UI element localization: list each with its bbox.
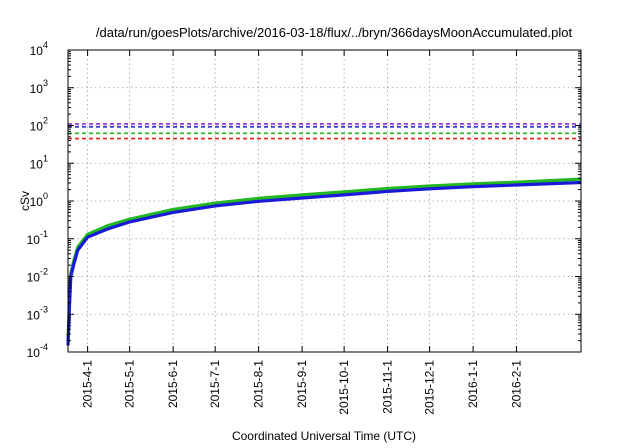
y-tick-exponent: -4	[40, 342, 48, 352]
threshold-lines	[68, 123, 581, 140]
x-axis: 2015-4-1 2015-5-1 2015-6-1 2015-7-1 2015-8-1…	[81, 50, 524, 415]
y-tick-label: 101	[30, 153, 48, 171]
x-tick-label: 2015-6-1	[166, 360, 180, 408]
y-axis-label: cSv	[18, 191, 32, 211]
y-tick-exponent: 2	[43, 116, 48, 126]
series-line	[66, 177, 582, 341]
chart-title: /data/run/goesPlots/archive/2016-03-18/f…	[96, 25, 573, 40]
y-tick-label: 104	[30, 40, 48, 58]
x-tick-label: 2016-2-1	[510, 360, 524, 408]
y-tick-label: 103	[30, 78, 48, 96]
y-tick-exponent: -3	[40, 304, 48, 314]
y-tick-label: 100	[30, 191, 48, 209]
x-tick-label: 2015-4-1	[81, 360, 95, 408]
series-lines	[66, 177, 582, 346]
x-tick-label: 2015-5-1	[123, 360, 137, 408]
y-tick-exponent: 0	[43, 191, 48, 201]
y-tick-label: 10-4	[27, 342, 48, 360]
x-tick-label: 2015-11-1	[381, 360, 395, 414]
y-tick-exponent: -1	[40, 229, 48, 239]
y-tick-label: 10-2	[27, 267, 48, 285]
x-tick-label: 2015-12-1	[423, 360, 437, 415]
y-tick-exponent: 4	[43, 40, 48, 50]
x-tick-label: 2015-8-1	[252, 360, 266, 408]
series-line	[66, 180, 582, 346]
y-tick-exponent: 1	[43, 153, 48, 163]
y-tick-exponent: -2	[40, 267, 48, 277]
x-tick-label: 2016-1-1	[466, 360, 480, 408]
x-axis-label: Coordinated Universal Time (UTC)	[232, 429, 416, 443]
x-tick-label: 2015-10-1	[337, 360, 351, 415]
y-tick-label: 10-1	[27, 229, 48, 247]
x-tick-label: 2015-7-1	[208, 360, 222, 408]
y-tick-exponent: 3	[43, 78, 48, 88]
y-tick-label: 102	[30, 116, 48, 134]
y-tick-label: 10-3	[27, 304, 48, 322]
x-tick-label: 2015-9-1	[295, 360, 309, 408]
grid	[68, 50, 581, 352]
